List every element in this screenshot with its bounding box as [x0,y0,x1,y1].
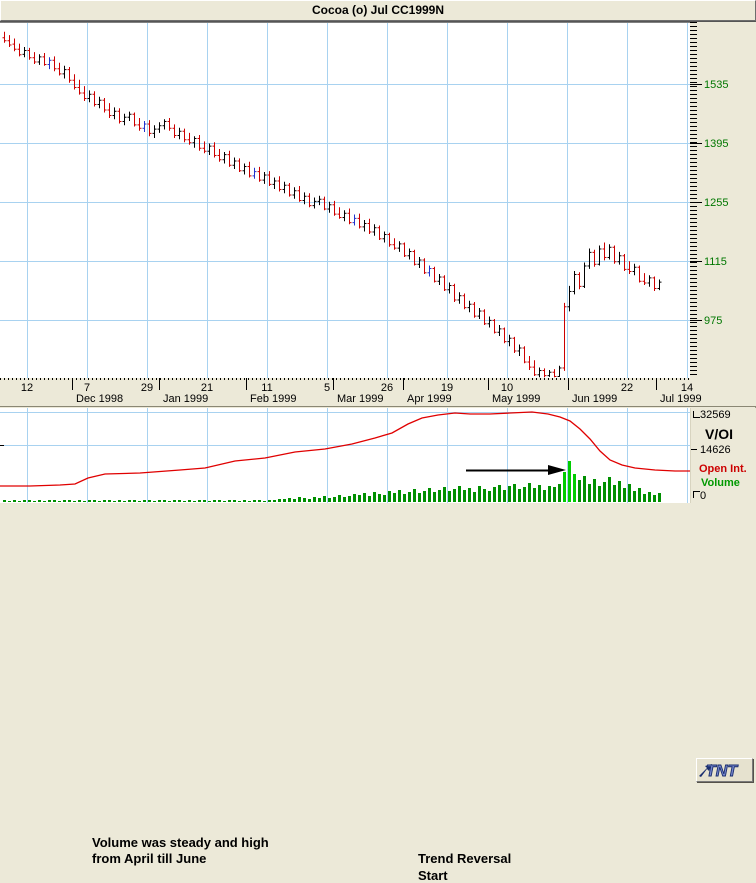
date-axis-day-label: 21 [200,382,214,394]
volume-scale-zero-tick [693,491,700,498]
price-axis-label: 1255 [704,197,729,209]
price-axis-label: 1115 [704,256,727,268]
date-axis-month-label: Jun 1999 [572,393,618,405]
date-axis-month-label: Apr 1999 [407,393,452,405]
date-axis-day-label: 10 [500,382,514,394]
volume-scale-top-tick [693,411,700,418]
price-major-tick [690,261,702,262]
volume-legend: Volume [701,477,740,489]
price-chart-panel[interactable] [0,22,690,378]
date-axis-month-tick [488,378,489,390]
price-axis-label: 1395 [704,138,729,150]
date-axis-month-tick [246,378,247,390]
date-axis-month-tick [159,378,160,390]
date-axis-month-tick [72,378,73,390]
trend-annotation-line1: Trend Reversal [418,851,512,866]
date-axis-day-label: 26 [380,382,394,394]
date-axis-day-label: 29 [140,382,154,394]
date-axis-month-tick [333,378,334,390]
volume-scale-mid: 14626 [700,444,731,456]
date-axis-month-label: Jul 1999 [660,393,702,405]
date-axis-month-tick [568,378,569,390]
chart-titlebar[interactable]: Cocoa (o) Jul CC1999N [0,0,756,21]
date-axis-month-label: Dec 1998 [76,393,124,405]
volume-axis-panel[interactable]: 32569 V/OI 14626 Open Int. Volume 0 [690,408,756,503]
date-axis[interactable]: 12 7 29 21 11 5 26 19 10 22 14 Dec 1998 Jan 1999 Feb … [0,378,756,782]
date-axis-day-label: 11 [261,382,273,394]
open-interest-legend: Open Int. [699,463,747,475]
date-axis-month-label: Jan 1999 [163,393,209,405]
date-axis-month-label: Feb 1999 [250,393,297,405]
date-axis-day-label: 14 [680,382,694,394]
volume-scale-mid-tick [691,449,697,450]
volume-annotation-line2: from April till June [92,851,207,866]
trend-annotation-line2: Start [418,868,448,883]
volume-scale-top: 32569 [700,409,731,421]
price-chart-svg [0,22,690,378]
price-axis-label: 1535 [704,79,729,91]
price-major-tick [690,202,702,203]
volume-svg [0,408,690,503]
chart-title: Cocoa (o) Jul CC1999N [311,3,445,17]
price-axis-minor-ticks [690,22,697,378]
volume-scale-zero: 0 [700,490,707,502]
tnt-logo[interactable]: TNT [696,758,753,782]
tnt-logo-graphic: TNT [699,763,739,780]
price-axis[interactable]: 1535 1395 1255 1115 975 [690,22,756,378]
tnt-logo-text: TNT [706,763,738,780]
date-axis-day-label: 5 [323,382,331,394]
date-axis-month-label: Mar 1999 [337,393,384,405]
date-axis-day-label: 22 [620,382,634,394]
date-axis-day-label: 19 [440,382,454,394]
price-major-tick [690,143,702,144]
date-axis-day-label: 7 [83,382,91,394]
price-axis-label: 975 [704,315,723,327]
price-major-tick [690,84,702,85]
voi-panel-title: V/OI [705,426,734,442]
date-axis-minor-ticks [0,378,692,380]
date-axis-month-tick [403,378,404,390]
date-axis-day-label: 12 [20,382,34,394]
volume-annotation-line1: Volume was steady and high [92,835,269,850]
date-axis-month-label: May 1999 [492,393,541,405]
date-axis-month-tick [656,378,657,390]
price-major-tick [690,320,702,321]
volume-panel[interactable]: Volume was steady and high from April ti… [0,408,690,883]
